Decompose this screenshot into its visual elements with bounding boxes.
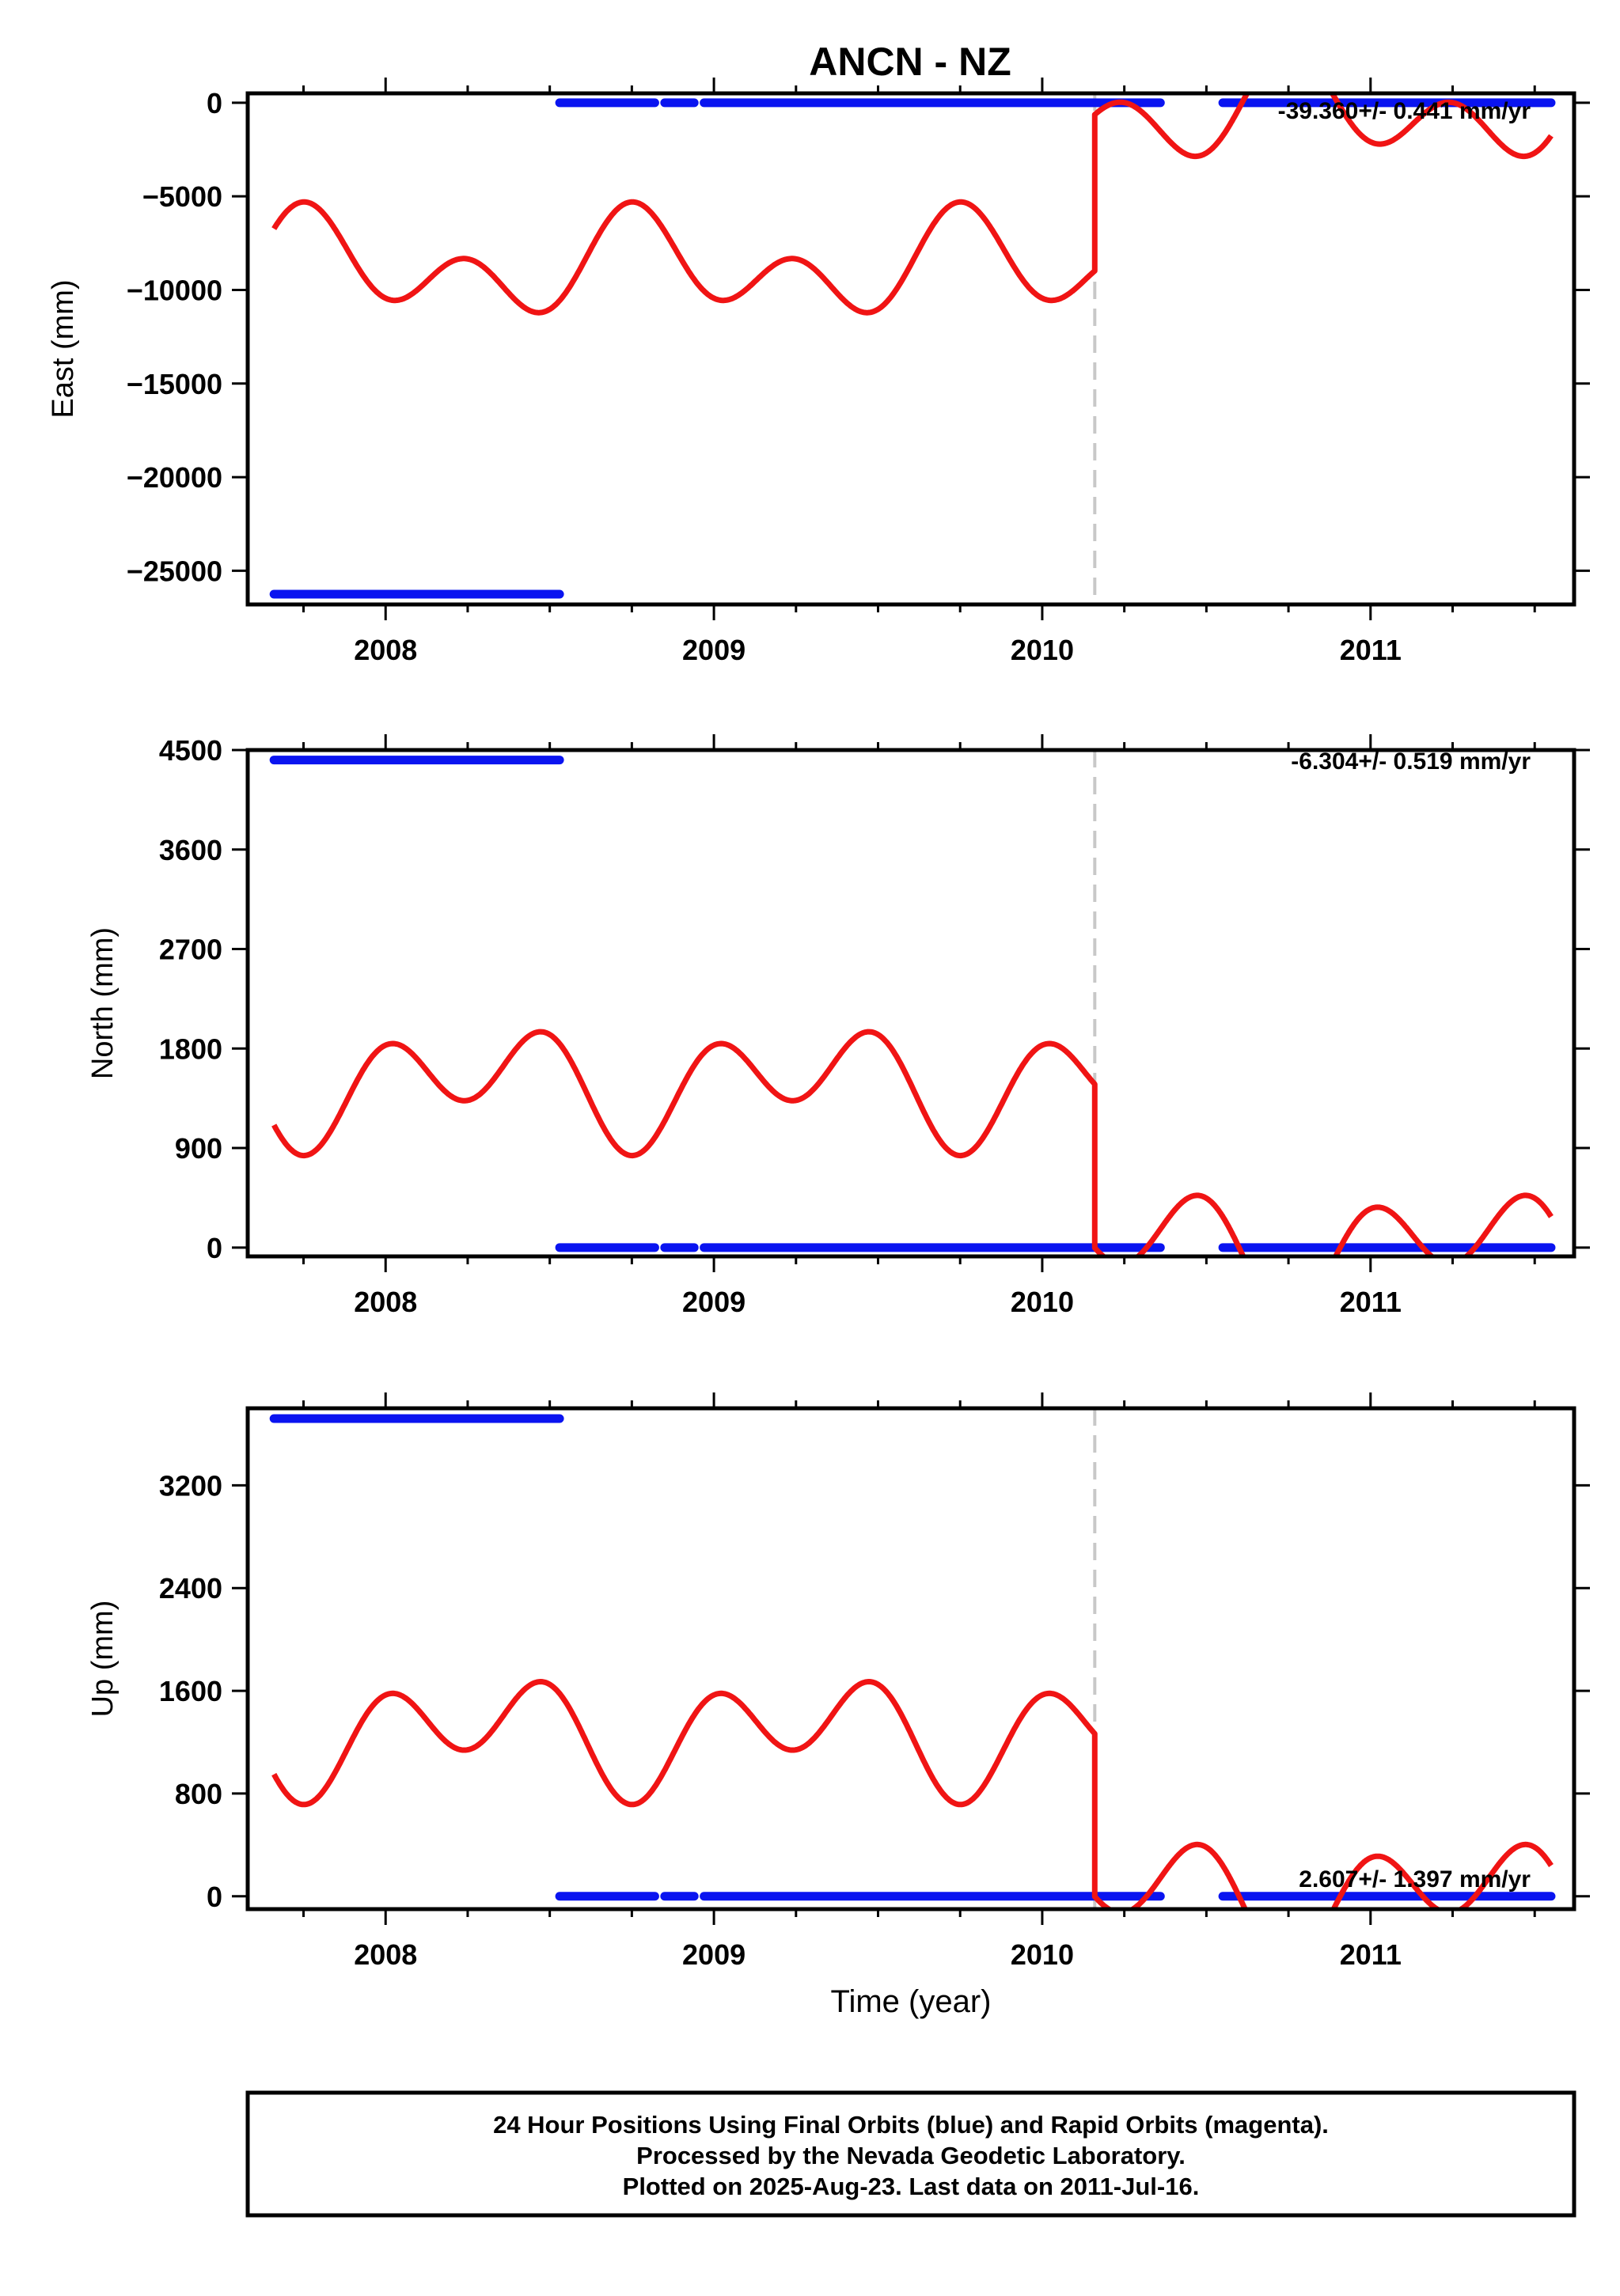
- x-tick-label: 2008: [354, 1286, 417, 1318]
- y-tick-label: 0: [207, 87, 222, 119]
- model-fit-line: [271, 1029, 1554, 1256]
- north-panel: 2008 2009 2010 2011 0 900 1800 2700 3600 4500 Nort…: [86, 734, 1590, 1318]
- velocity-label: 2.607+/- 1.397 mm/yr: [1299, 1866, 1531, 1892]
- y-tick-label: 3200: [159, 1469, 222, 1502]
- y-axis-label: East (mm): [47, 279, 80, 418]
- y-axis-label: Up (mm): [86, 1601, 120, 1718]
- velocity-label: -6.304+/- 0.519 mm/yr: [1291, 748, 1531, 775]
- x-tick-label: 2010: [1011, 634, 1074, 666]
- x-tick-label: 2009: [682, 634, 746, 666]
- chart-title: ANCN - NZ: [809, 40, 1011, 84]
- footer-line-2: Processed by the Nevada Geodetic Laborat…: [636, 2142, 1186, 2169]
- y-tick-label: −25000: [127, 555, 222, 587]
- y-tick-label: 2400: [159, 1572, 222, 1605]
- plot-area: [269, 93, 1556, 604]
- footer-line-3: Plotted on 2025-Aug-23. Last data on 201…: [623, 2173, 1200, 2200]
- up-panel: 2008 2009 2010 2011 0 800 1600 2400 3200 Up (mm) T…: [86, 1392, 1590, 2019]
- y-tick-label: −5000: [142, 180, 222, 213]
- y-tick-label: 900: [175, 1132, 222, 1165]
- x-tick-label: 2011: [1340, 634, 1402, 666]
- y-tick-label: 1600: [159, 1675, 222, 1707]
- y-tick-label: 0: [207, 1232, 222, 1264]
- y-tick-label: 2700: [159, 934, 222, 966]
- x-tick-label: 2009: [682, 1286, 746, 1318]
- y-tick-label: −20000: [127, 461, 222, 494]
- y-tick-label: 0: [207, 1881, 222, 1913]
- plot-area: [269, 750, 1556, 1256]
- model-fit-line: [271, 1679, 1554, 1909]
- y-axis-label: North (mm): [86, 927, 120, 1079]
- y-tick-label: 4500: [159, 734, 222, 767]
- footer-box: 24 Hour Positions Using Final Orbits (bl…: [245, 2090, 1576, 2218]
- x-tick-label: 2011: [1340, 1938, 1402, 1971]
- y-tick-label: −15000: [127, 368, 222, 400]
- y-tick-label: −10000: [127, 274, 222, 306]
- x-tick-label: 2008: [354, 1938, 417, 1971]
- y-tick-label: 3600: [159, 834, 222, 866]
- footer-frame: [245, 2090, 1576, 2218]
- x-tick-label: 2010: [1011, 1938, 1074, 1971]
- plot-frame: [245, 91, 1576, 607]
- x-axis-label: Time (year): [831, 1984, 992, 2019]
- x-tick-label: 2009: [682, 1938, 746, 1971]
- footer-line-1: 24 Hour Positions Using Final Orbits (bl…: [493, 2111, 1329, 2139]
- model-fit-line: [271, 93, 1554, 316]
- x-tick-label: 2010: [1011, 1286, 1074, 1318]
- x-tick-label: 2011: [1340, 1286, 1402, 1318]
- x-tick-label: 2008: [354, 634, 417, 666]
- east-panel: 2008 2009 2010 2011 0 −5000 −10000 −15000 −20000…: [47, 78, 1590, 666]
- y-tick-label: 800: [175, 1778, 222, 1810]
- plot-frame: [245, 748, 1576, 1259]
- y-tick-label: 1800: [159, 1032, 222, 1065]
- plot-area: [269, 1408, 1556, 1909]
- velocity-label: -39.360+/- 0.441 mm/yr: [1278, 98, 1531, 124]
- plot-frame: [245, 1406, 1576, 1911]
